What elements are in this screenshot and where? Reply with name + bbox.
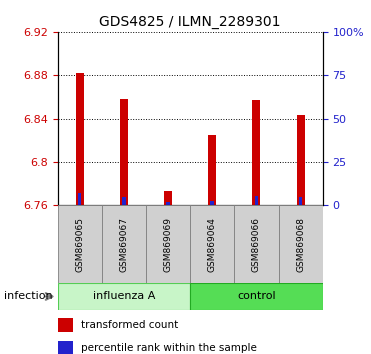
Bar	[58, 205, 102, 283]
Bar	[58, 283, 190, 310]
Bar	[76, 73, 83, 205]
Title: GDS4825 / ILMN_2289301: GDS4825 / ILMN_2289301	[99, 16, 281, 29]
Text: GSM869069: GSM869069	[164, 217, 173, 272]
Bar	[122, 197, 126, 205]
Text: percentile rank within the sample: percentile rank within the sample	[81, 343, 257, 353]
Bar	[208, 135, 216, 205]
Bar	[58, 341, 73, 354]
Bar	[120, 99, 128, 205]
Bar	[78, 193, 81, 205]
Text: infection: infection	[4, 291, 52, 302]
Bar	[255, 195, 258, 205]
Text: GSM869067: GSM869067	[119, 217, 128, 272]
Bar	[166, 202, 170, 205]
Text: GSM869065: GSM869065	[75, 217, 84, 272]
Bar	[190, 205, 234, 283]
Bar	[299, 197, 302, 205]
Text: GSM869064: GSM869064	[208, 217, 217, 272]
Text: influenza A: influenza A	[93, 291, 155, 302]
Text: control: control	[237, 291, 276, 302]
Bar	[190, 283, 323, 310]
Bar	[234, 205, 279, 283]
Text: transformed count: transformed count	[81, 320, 178, 330]
Bar	[253, 100, 260, 205]
Bar	[210, 201, 214, 205]
Bar	[58, 318, 73, 332]
Bar	[146, 205, 190, 283]
Bar	[102, 205, 146, 283]
Bar	[297, 115, 305, 205]
Text: GSM869066: GSM869066	[252, 217, 261, 272]
Bar	[164, 191, 172, 205]
Bar	[279, 205, 323, 283]
Text: GSM869068: GSM869068	[296, 217, 305, 272]
